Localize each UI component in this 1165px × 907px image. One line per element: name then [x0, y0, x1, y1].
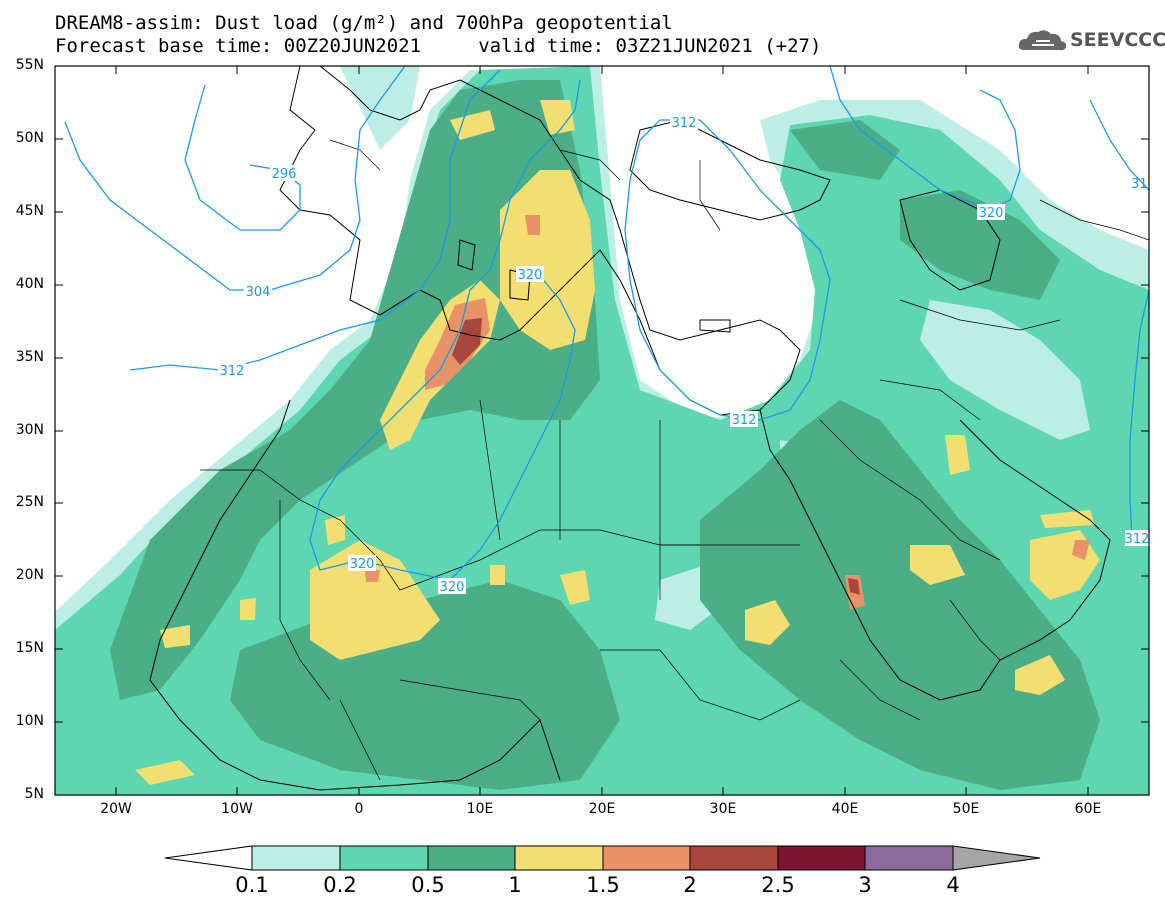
lat-label: 30N: [15, 422, 44, 438]
lon-label: 20E: [588, 801, 616, 817]
axis-ticks: [55, 66, 1149, 795]
logo-text: SEEVCCC: [1070, 29, 1165, 51]
colorbar-cell: [251, 845, 341, 871]
colorbar-label: 0.2: [323, 873, 357, 897]
colorbar-cell: [777, 845, 866, 871]
colorbar-label: 1: [508, 873, 522, 897]
lat-label: 55N: [15, 57, 44, 73]
map-title: DREAM8-assim: Dust load (g/m²) and 700hP…: [55, 12, 673, 34]
contour-label: 320: [979, 206, 1004, 221]
colorbar-label: 4: [946, 873, 960, 897]
contour-label: 312: [1125, 532, 1150, 547]
contour-label: 320: [518, 268, 543, 283]
forecast-time: Forecast base time: 00Z20JUN2021 valid t…: [55, 35, 822, 57]
contour-label: 312: [732, 413, 757, 428]
seevccc-logo: SEEVCCC: [1018, 26, 1165, 56]
colorbar-cell: [689, 845, 779, 871]
contour-label: 31: [1131, 177, 1148, 192]
lat-label: 35N: [15, 349, 44, 365]
colorbar-label: 2.5: [761, 873, 795, 897]
lon-label: 60E: [1074, 801, 1102, 817]
colorbar-label: 3: [858, 873, 872, 897]
lat-label: 50N: [15, 130, 44, 146]
lon-label: 40E: [831, 801, 859, 817]
contour-label: 312: [672, 116, 697, 131]
lon-label: 10W: [221, 801, 253, 817]
colorbar-label: 2: [683, 873, 697, 897]
contour-label: 304: [246, 285, 271, 300]
colorbar-cell: [602, 845, 691, 871]
colorbar-label: 0.5: [411, 873, 445, 897]
colorbar-cell: [514, 845, 604, 871]
contour-label: 296: [272, 167, 297, 182]
lon-label: 0: [354, 801, 364, 817]
colorbar-low-arrow: [164, 845, 253, 871]
contour-label: 320: [350, 557, 375, 572]
lat-label: 25N: [15, 494, 44, 510]
lon-label: 10E: [466, 801, 494, 817]
lat-label: 45N: [15, 203, 44, 219]
colorbar-cell: [339, 845, 429, 871]
colorbar-label: 0.1: [235, 873, 269, 897]
colorbar-cell: [427, 845, 516, 871]
lat-label: 20N: [15, 567, 44, 583]
lat-label: 10N: [15, 713, 44, 729]
contour-label: 312: [220, 364, 245, 379]
colorbar-cell: [864, 845, 954, 871]
lat-label: 15N: [15, 640, 44, 656]
lon-label: 20W: [100, 801, 132, 817]
dust-level-2: [452, 318, 860, 595]
lon-label: 50E: [952, 801, 980, 817]
lat-label: 5N: [24, 786, 44, 802]
cloud-icon: [1018, 30, 1067, 51]
lon-label: 30E: [709, 801, 737, 817]
country-borders: [200, 139, 1149, 781]
contour-label: 320: [440, 580, 465, 595]
contour-labels: 296 304 312 312 312 320 320 320 320 312 …: [218, 114, 1149, 595]
lat-label: 40N: [15, 276, 44, 292]
colorbar: [164, 845, 1041, 871]
colorbar-high-arrow: [952, 845, 1041, 871]
colorbar-label: 1.5: [586, 873, 620, 897]
